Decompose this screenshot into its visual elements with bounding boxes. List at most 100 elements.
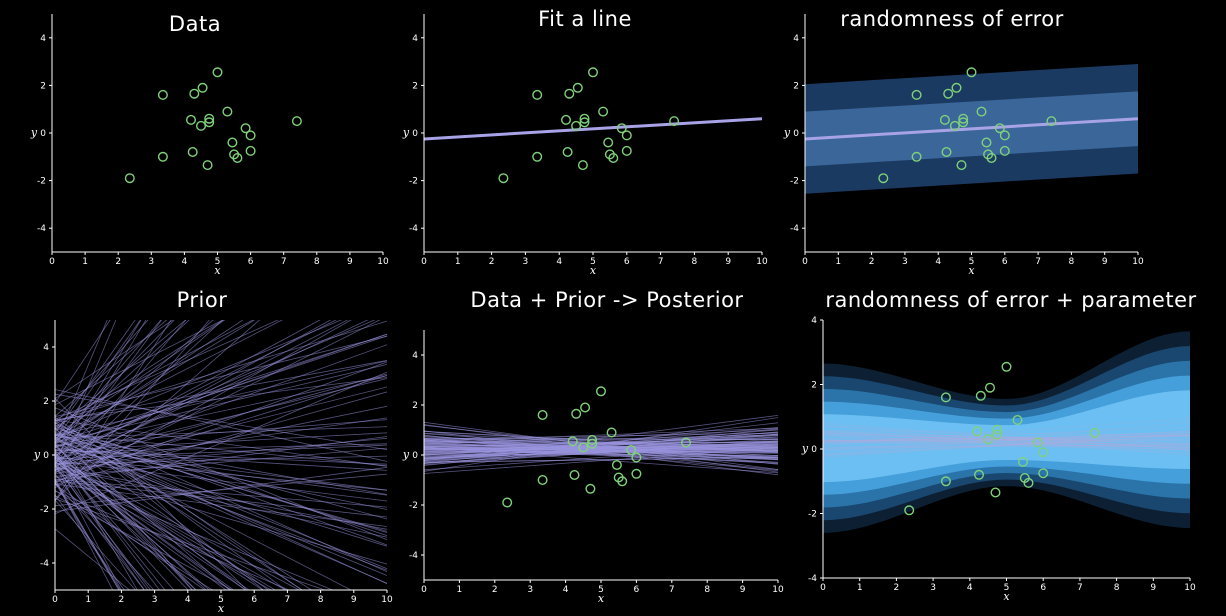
posterior-mean-line bbox=[823, 433, 1190, 448]
sample-line bbox=[55, 494, 125, 590]
sample-line bbox=[55, 441, 387, 510]
y-tick-label: 0 bbox=[793, 129, 799, 139]
x-tick-label: 1 bbox=[85, 595, 91, 605]
sample-line bbox=[55, 459, 287, 590]
sample-line bbox=[55, 320, 190, 443]
y-tick-label: -4 bbox=[409, 551, 418, 561]
data-point bbox=[911, 151, 922, 162]
y-tick-label: -2 bbox=[409, 177, 418, 187]
fit-line bbox=[424, 117, 762, 141]
x-tick-label: 1 bbox=[835, 257, 841, 267]
data-point bbox=[911, 89, 922, 100]
y-axis-label: y bbox=[33, 448, 41, 461]
y-tick-label: 0 bbox=[40, 129, 46, 139]
sample-line bbox=[55, 444, 387, 460]
x-tick-label: 8 bbox=[704, 585, 710, 595]
fit-line bbox=[805, 117, 1138, 141]
sample-line bbox=[55, 344, 387, 466]
data-point bbox=[212, 67, 223, 78]
sample-line bbox=[55, 482, 120, 590]
y-axis-label: y bbox=[801, 442, 809, 455]
sample-line bbox=[55, 320, 141, 441]
sample-line bbox=[55, 461, 247, 590]
x-tick-label: 7 bbox=[1077, 583, 1083, 593]
x-tick-label: 5 bbox=[1004, 583, 1010, 593]
x-tick-label: 9 bbox=[1102, 257, 1108, 267]
x-tick-label: 3 bbox=[148, 257, 154, 267]
x-tick-label: 4 bbox=[185, 595, 191, 605]
posterior-mean-line bbox=[823, 433, 1190, 451]
x-tick-label: 10 bbox=[772, 585, 784, 595]
x-tick-label: 0 bbox=[421, 257, 427, 267]
posterior-mean-line bbox=[823, 438, 1190, 442]
data-point bbox=[958, 113, 969, 124]
data-point bbox=[939, 114, 950, 125]
posterior-mean-line bbox=[823, 439, 1190, 445]
x-tick-label: 6 bbox=[634, 585, 640, 595]
x-tick-label: 9 bbox=[725, 257, 731, 267]
plot-area bbox=[55, 320, 387, 590]
sample-line bbox=[55, 391, 387, 486]
data-point bbox=[596, 386, 607, 397]
x-tick-label: 10 bbox=[381, 595, 393, 605]
data-point bbox=[577, 160, 588, 171]
data-point bbox=[187, 146, 198, 157]
x-tick-label: 5 bbox=[215, 257, 221, 267]
posterior-mean-line bbox=[823, 433, 1190, 456]
x-tick-label: 9 bbox=[347, 257, 353, 267]
x-tick-label: 5 bbox=[969, 257, 975, 267]
data-point bbox=[1038, 447, 1049, 458]
y-tick-label: 4 bbox=[793, 34, 799, 44]
x-tick-label: 2 bbox=[869, 257, 875, 267]
x-tick-label: 7 bbox=[285, 595, 291, 605]
data-point bbox=[588, 67, 599, 78]
posterior-mean-line bbox=[823, 417, 1190, 446]
x-tick-label: 5 bbox=[590, 257, 596, 267]
sample-line bbox=[55, 479, 114, 590]
sample-line bbox=[55, 398, 248, 590]
sample-line bbox=[55, 478, 120, 590]
data-point bbox=[245, 145, 256, 156]
y-axis-label: y bbox=[783, 126, 791, 139]
y-tick-label: 4 bbox=[40, 34, 46, 44]
sample-line bbox=[55, 419, 287, 590]
y-tick-label: 4 bbox=[43, 343, 49, 353]
data-point bbox=[227, 137, 238, 148]
posterior-mean-line bbox=[823, 435, 1190, 443]
x-tick-label: 8 bbox=[1069, 257, 1075, 267]
posterior-mean-line bbox=[823, 429, 1190, 437]
y-tick-label: 2 bbox=[40, 81, 46, 91]
sample-line bbox=[55, 320, 369, 468]
x-tick-label: 10 bbox=[756, 257, 768, 267]
posterior-mean-line bbox=[823, 434, 1190, 442]
sample-line bbox=[55, 426, 387, 439]
data-point bbox=[949, 120, 960, 131]
sample-line bbox=[55, 457, 300, 590]
data-point bbox=[972, 426, 983, 437]
sample-line bbox=[55, 320, 172, 501]
sample-line bbox=[55, 449, 387, 465]
sample-line bbox=[55, 393, 387, 451]
sample-line bbox=[55, 320, 136, 434]
sample-line bbox=[424, 437, 778, 440]
sample-line bbox=[55, 320, 174, 400]
y-tick-label: -2 bbox=[37, 177, 46, 187]
data-point bbox=[940, 392, 951, 403]
x-tick-label: 4 bbox=[935, 257, 941, 267]
panel-randomness-of-error-plus-parameter: 0 1 2 3 4 5 6 7 8 9 10 -4 -2 0 2 4 x y randomness of error… bbox=[801, 288, 1196, 603]
posterior-mean-line bbox=[823, 434, 1190, 446]
data-point bbox=[974, 469, 985, 480]
sample-line bbox=[55, 320, 168, 417]
data-point bbox=[617, 476, 628, 487]
sample-line bbox=[424, 447, 778, 474]
sample-line bbox=[55, 479, 387, 508]
panel-fit-a-line: 0 1 2 3 4 5 6 7 8 9 10 -4 -2 0 2 4 x y Fit a line bbox=[402, 7, 768, 277]
sample-line bbox=[55, 320, 147, 472]
sample-line bbox=[424, 440, 778, 465]
data-point bbox=[990, 487, 1001, 498]
x-tick-label: 5 bbox=[218, 595, 224, 605]
posterior-mean-line bbox=[823, 432, 1190, 448]
sample-line bbox=[55, 466, 387, 530]
data-point bbox=[598, 106, 609, 117]
data-point bbox=[956, 160, 967, 171]
